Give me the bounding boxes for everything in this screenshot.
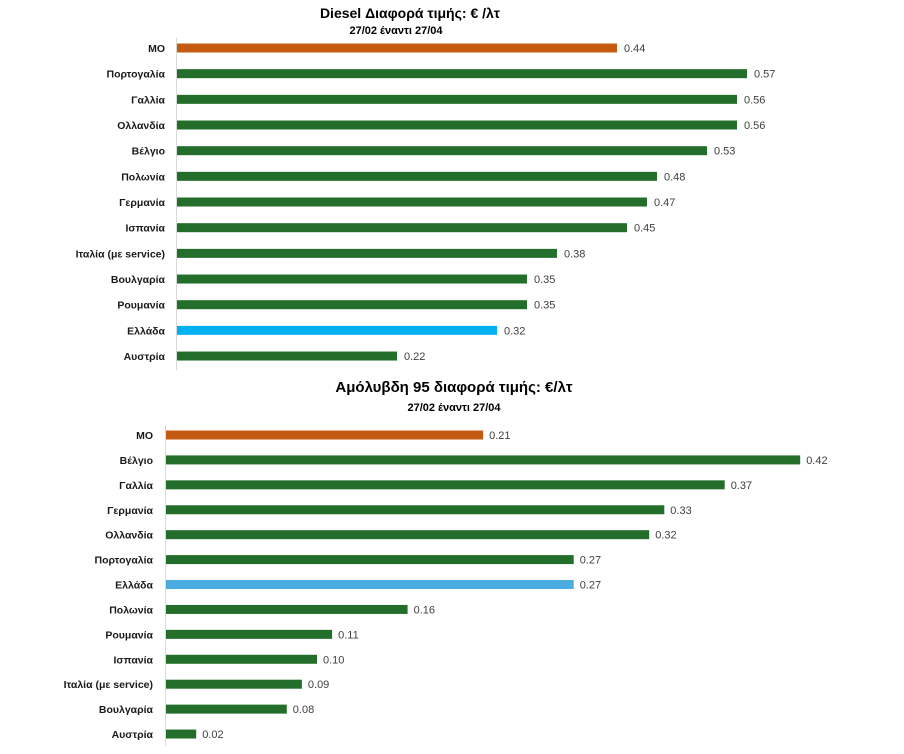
value-label-βέλγιο: 0.42 <box>806 455 827 467</box>
value-label-γαλλία: 0.56 <box>744 94 765 106</box>
bar-βέλγιο <box>166 455 801 465</box>
category-label-ιταλία-με-service: Ιταλία (με service) <box>64 679 153 691</box>
bar-πορτογαλία <box>177 69 747 79</box>
category-label-μο: ΜΟ <box>136 430 153 442</box>
value-label-ελλάδα: 0.27 <box>580 580 601 592</box>
value-label-ελλάδα: 0.32 <box>504 325 525 337</box>
category-label-γαλλία: Γαλλία <box>119 480 153 492</box>
bar-ελλάδα <box>166 580 574 590</box>
value-label-γαλλία: 0.37 <box>731 480 752 492</box>
bar-γαλλία <box>166 480 725 490</box>
value-label-βουλγαρία: 0.35 <box>534 274 555 286</box>
value-label-βουλγαρία: 0.08 <box>293 704 314 716</box>
bar-γαλλία <box>177 94 737 104</box>
category-label-βέλγιο: Βέλγιο <box>132 146 165 158</box>
category-label-γαλλία: Γαλλία <box>131 94 165 106</box>
bar-βουλγαρία <box>177 274 527 284</box>
value-label-πολωνία: 0.16 <box>414 604 435 616</box>
category-label-αυστρία: Αυστρία <box>124 351 166 363</box>
category-label-ιταλία-με-service: Ιταλία (με service) <box>76 248 165 260</box>
bar-ιταλία-με-service <box>166 679 302 689</box>
value-label-ρουμανία: 0.11 <box>338 629 359 641</box>
bar-γερμανία <box>177 197 647 207</box>
bar-ισπανία <box>177 223 627 233</box>
chart-subtitle: 27/02 έναντι 27/04 <box>349 25 443 37</box>
value-label-πορτογαλία: 0.57 <box>754 69 775 81</box>
value-label-ισπανία: 0.45 <box>634 223 655 235</box>
bar-ισπανία <box>166 654 317 664</box>
category-label-βουλγαρία: Βουλγαρία <box>111 274 166 286</box>
category-label-ρουμανία: Ρουμανία <box>105 629 153 641</box>
bar-πορτογαλία <box>166 555 574 565</box>
category-label-ελλάδα: Ελλάδα <box>115 580 153 592</box>
category-label-ελλάδα: Ελλάδα <box>127 325 165 337</box>
value-label-ισπανία: 0.10 <box>323 654 344 666</box>
bar-αυστρία <box>177 351 397 361</box>
chart-title: Diesel Διαφορά τιμής: € /λτ <box>320 5 501 21</box>
bar-ελλάδα <box>177 325 497 335</box>
category-label-πολωνία: Πολωνία <box>121 171 165 183</box>
bar-μο <box>177 43 617 53</box>
value-label-ρουμανία: 0.35 <box>534 300 555 312</box>
category-label-ολλανδία: Ολλανδία <box>117 120 165 132</box>
bar-ολλανδία <box>166 530 650 540</box>
category-label-ολλανδία: Ολλανδία <box>105 530 153 542</box>
bar-ρουμανία <box>166 629 333 639</box>
value-label-ιταλία-με-service: 0.38 <box>564 248 585 260</box>
value-label-ιταλία-με-service: 0.09 <box>308 679 329 691</box>
bar-γερμανία <box>166 505 665 515</box>
category-label-ισπανία: Ισπανία <box>125 223 165 235</box>
bar-ολλανδία <box>177 120 737 130</box>
category-label-βέλγιο: Βέλγιο <box>120 455 153 467</box>
value-label-πορτογαλία: 0.27 <box>580 555 601 567</box>
value-label-μο: 0.44 <box>624 43 645 55</box>
category-label-γερμανία: Γερμανία <box>119 197 165 209</box>
category-label-ρουμανία: Ρουμανία <box>117 300 165 312</box>
diesel-price-difference-chart: Diesel Διαφορά τιμής: € /λτ 27/02 έναντι… <box>76 5 775 370</box>
value-label-ολλανδία: 0.32 <box>655 530 676 542</box>
bar-μο <box>166 430 484 440</box>
bar-αυστρία <box>166 729 197 739</box>
category-label-μο: ΜΟ <box>148 43 165 55</box>
value-label-βέλγιο: 0.53 <box>714 146 735 158</box>
value-label-αυστρία: 0.02 <box>202 729 223 741</box>
category-label-γερμανία: Γερμανία <box>107 505 153 517</box>
category-label-βουλγαρία: Βουλγαρία <box>99 704 154 716</box>
bar-πολωνία <box>166 604 408 614</box>
bar-πολωνία <box>177 171 657 181</box>
value-label-ολλανδία: 0.56 <box>744 120 765 132</box>
bar-ιταλία-με-service <box>177 248 557 258</box>
unleaded95-price-difference-chart: Αμόλυβδη 95 διαφορά τιμής: €/λτ 27/02 έν… <box>64 379 828 746</box>
chart-title: Αμόλυβδη 95 διαφορά τιμής: €/λτ <box>335 379 573 396</box>
category-label-πολωνία: Πολωνία <box>109 604 153 616</box>
chart-subtitle: 27/02 έναντι 27/04 <box>407 402 501 414</box>
value-label-μο: 0.21 <box>489 430 510 442</box>
value-label-αυστρία: 0.22 <box>404 351 425 363</box>
value-label-γερμανία: 0.47 <box>654 197 675 209</box>
category-label-ισπανία: Ισπανία <box>113 654 153 666</box>
category-label-αυστρία: Αυστρία <box>112 729 154 741</box>
bar-βουλγαρία <box>166 704 287 714</box>
category-label-πορτογαλία: Πορτογαλία <box>94 555 153 567</box>
category-label-πορτογαλία: Πορτογαλία <box>106 69 165 81</box>
bar-βέλγιο <box>177 146 707 156</box>
value-label-πολωνία: 0.48 <box>664 171 685 183</box>
value-label-γερμανία: 0.33 <box>670 505 691 517</box>
bar-ρουμανία <box>177 300 527 310</box>
